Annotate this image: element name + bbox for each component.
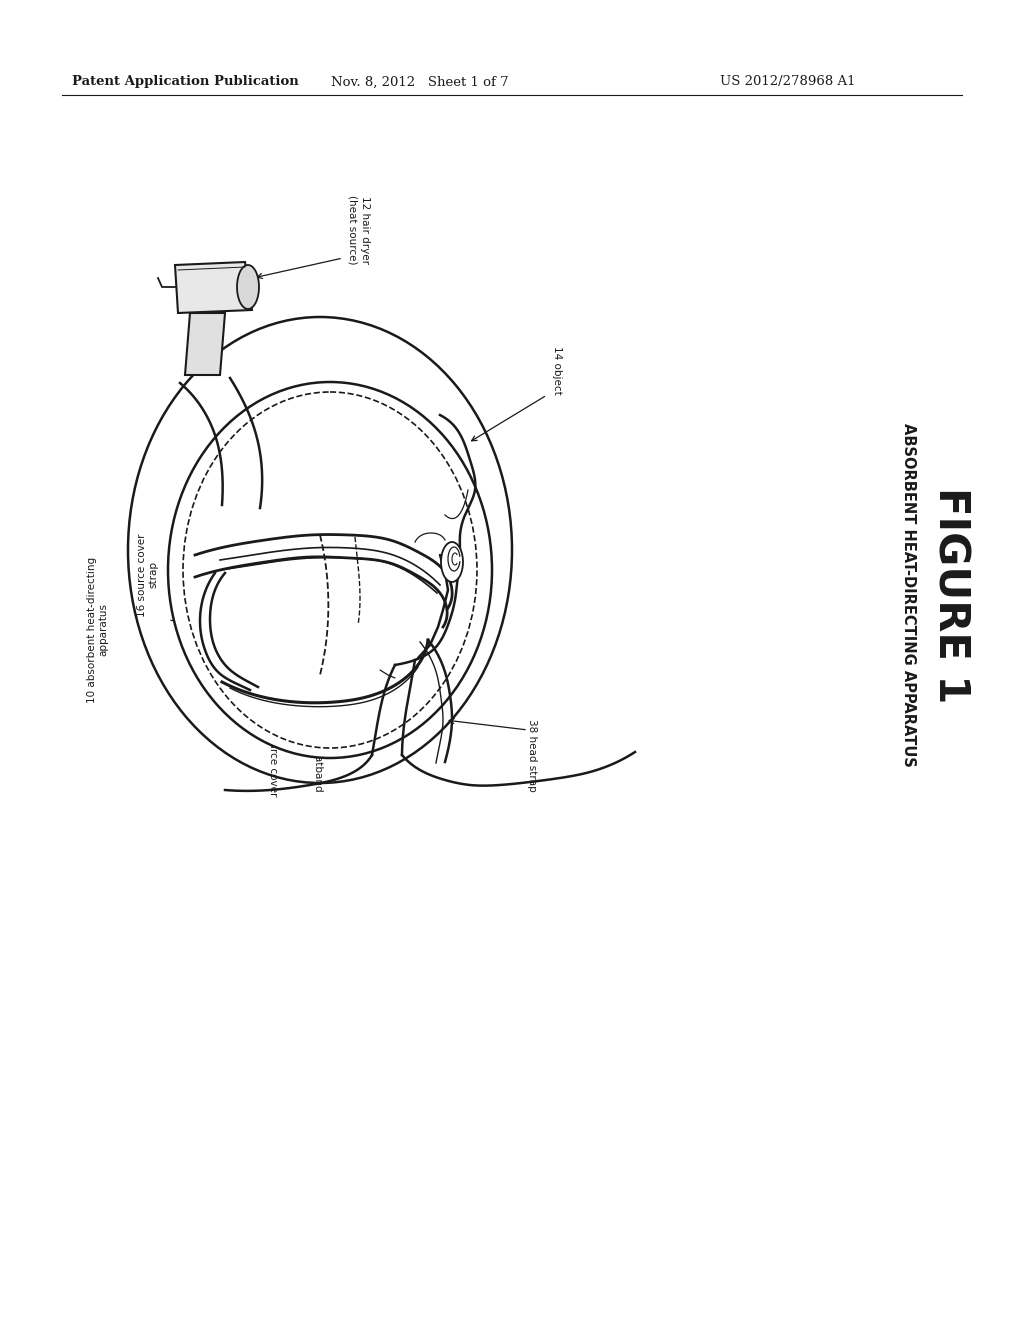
Text: 44 sweatband: 44 sweatband (313, 718, 323, 792)
Text: FIGURE 1: FIGURE 1 (929, 487, 971, 704)
Text: 14 object: 14 object (552, 346, 562, 395)
Text: US 2012/278968 A1: US 2012/278968 A1 (720, 75, 855, 88)
Text: 38 head strap: 38 head strap (527, 718, 537, 792)
Text: Nov. 8, 2012   Sheet 1 of 7: Nov. 8, 2012 Sheet 1 of 7 (331, 75, 509, 88)
Ellipse shape (168, 381, 492, 758)
Text: 20 source cover: 20 source cover (268, 713, 278, 797)
Text: 10 absorbent heat-directing
apparatus: 10 absorbent heat-directing apparatus (87, 557, 109, 704)
Text: ABSORBENT HEAT-DIRECTING APPARATUS: ABSORBENT HEAT-DIRECTING APPARATUS (900, 424, 915, 767)
Polygon shape (185, 313, 225, 375)
Polygon shape (175, 261, 252, 313)
Text: 16 source cover
strap: 16 source cover strap (137, 533, 159, 616)
Text: Patent Application Publication: Patent Application Publication (72, 75, 299, 88)
Text: 12 hair dryer
(heat source): 12 hair dryer (heat source) (348, 195, 370, 265)
Ellipse shape (237, 265, 259, 309)
Ellipse shape (441, 543, 463, 582)
